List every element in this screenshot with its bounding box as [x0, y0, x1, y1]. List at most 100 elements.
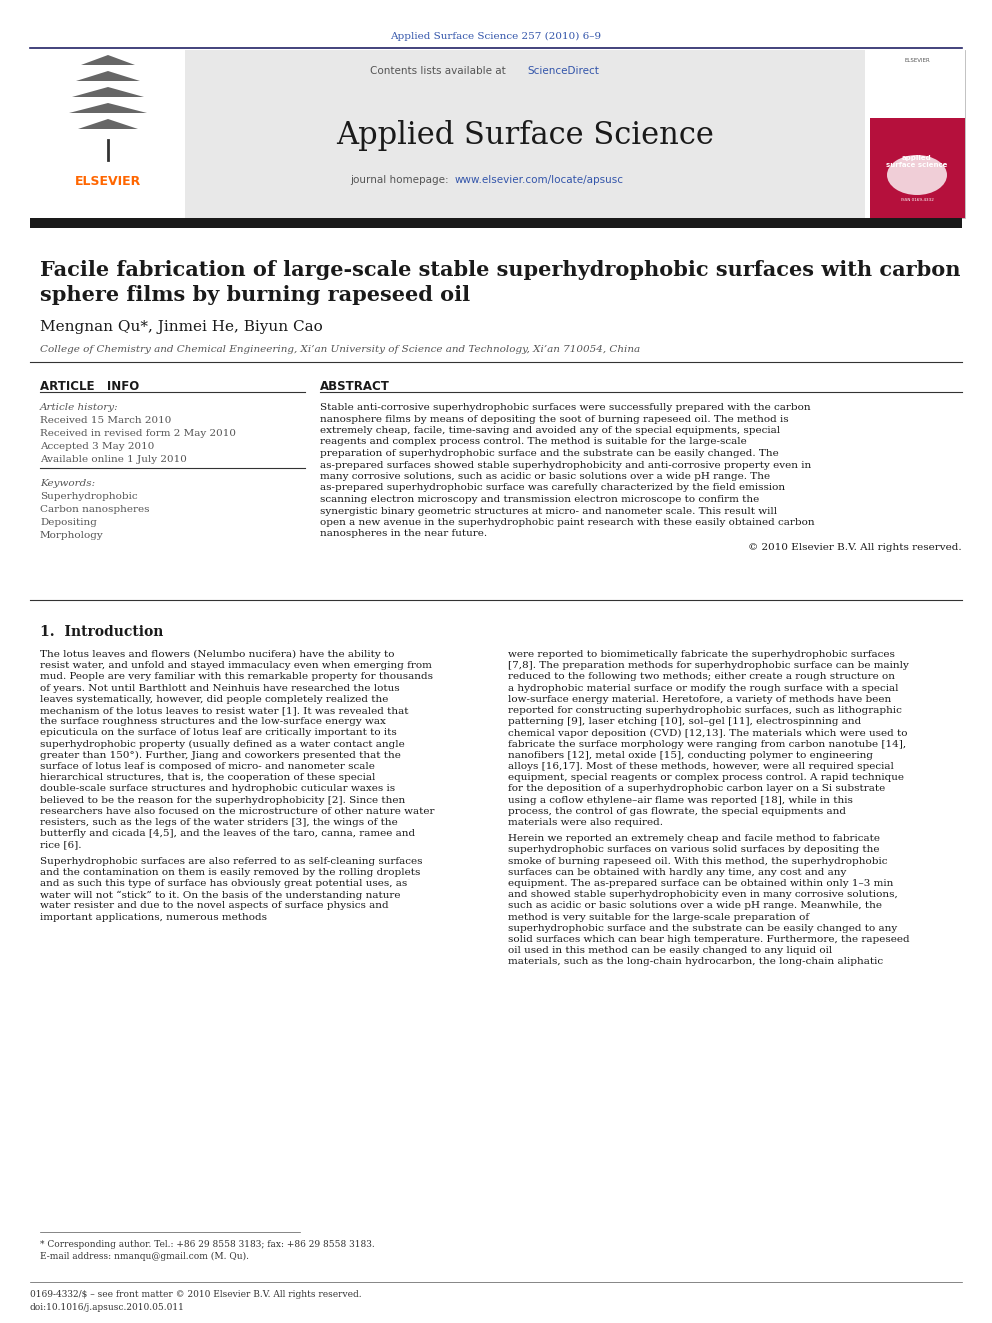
Text: water resister and due to the novel aspects of surface physics and: water resister and due to the novel aspe…: [40, 901, 389, 910]
Text: ISSN 0169-4332: ISSN 0169-4332: [901, 198, 933, 202]
Text: ELSEVIER: ELSEVIER: [74, 175, 141, 188]
Text: doi:10.1016/j.apsusc.2010.05.011: doi:10.1016/j.apsusc.2010.05.011: [30, 1303, 185, 1312]
Text: process, the control of gas flowrate, the special equipments and: process, the control of gas flowrate, th…: [508, 807, 846, 816]
Text: Received 15 March 2010: Received 15 March 2010: [40, 415, 172, 425]
Text: Herein we reported an extremely cheap and facile method to fabricate: Herein we reported an extremely cheap an…: [508, 835, 880, 843]
Polygon shape: [76, 71, 140, 81]
Bar: [870, 50, 965, 218]
Text: greater than 150°). Further, Jiang and coworkers presented that the: greater than 150°). Further, Jiang and c…: [40, 750, 401, 759]
Text: ScienceDirect: ScienceDirect: [527, 66, 599, 75]
Polygon shape: [81, 56, 135, 65]
Text: journal homepage:: journal homepage:: [350, 175, 452, 185]
Text: and showed stable superhydrophobicity even in many corrosive solutions,: and showed stable superhydrophobicity ev…: [508, 890, 898, 900]
Text: rice [6].: rice [6].: [40, 840, 81, 849]
Text: ARTICLE   INFO: ARTICLE INFO: [40, 380, 139, 393]
Text: Applied Surface Science 257 (2010) 6–9: Applied Surface Science 257 (2010) 6–9: [391, 32, 601, 41]
Text: * Corresponding author. Tel.: +86 29 8558 3183; fax: +86 29 8558 3183.: * Corresponding author. Tel.: +86 29 855…: [40, 1240, 375, 1249]
Text: Stable anti-corrosive superhydrophobic surfaces were successfully prepared with : Stable anti-corrosive superhydrophobic s…: [320, 404, 810, 411]
Text: Available online 1 July 2010: Available online 1 July 2010: [40, 455, 186, 464]
Polygon shape: [78, 119, 138, 130]
Text: mud. People are very familiar with this remarkable property for thousands: mud. People are very familiar with this …: [40, 672, 433, 681]
Text: equipment, special reagents or complex process control. A rapid technique: equipment, special reagents or complex p…: [508, 773, 904, 782]
Text: fabricate the surface morphology were ranging from carbon nanotube [14],: fabricate the surface morphology were ra…: [508, 740, 906, 749]
Text: the surface roughness structures and the low-surface energy wax: the surface roughness structures and the…: [40, 717, 386, 726]
Text: believed to be the reason for the superhydrophobicity [2]. Since then: believed to be the reason for the superh…: [40, 795, 406, 804]
Text: superhydrophobic surface and the substrate can be easily changed to any: superhydrophobic surface and the substra…: [508, 923, 897, 933]
Bar: [870, 50, 965, 118]
Text: oil used in this method can be easily changed to any liquid oil: oil used in this method can be easily ch…: [508, 946, 832, 955]
Text: Contents lists available at: Contents lists available at: [370, 66, 509, 75]
Text: chemical vapor deposition (CVD) [12,13]. The materials which were used to: chemical vapor deposition (CVD) [12,13].…: [508, 729, 908, 737]
Text: Applied Surface Science: Applied Surface Science: [336, 120, 714, 151]
Polygon shape: [69, 103, 147, 112]
Text: double-scale surface structures and hydrophobic cuticular waxes is: double-scale surface structures and hydr…: [40, 785, 395, 794]
Text: Superhydrophobic surfaces are also referred to as self-cleaning surfaces: Superhydrophobic surfaces are also refer…: [40, 856, 423, 865]
Ellipse shape: [887, 155, 947, 194]
Text: 1.  Introduction: 1. Introduction: [40, 624, 164, 639]
Text: many corrosive solutions, such as acidic or basic solutions over a wide pH range: many corrosive solutions, such as acidic…: [320, 472, 770, 482]
Text: hierarchical structures, that is, the cooperation of these special: hierarchical structures, that is, the co…: [40, 773, 375, 782]
Text: Depositing: Depositing: [40, 519, 97, 527]
Text: smoke of burning rapeseed oil. With this method, the superhydrophobic: smoke of burning rapeseed oil. With this…: [508, 856, 888, 865]
Text: resist water, and unfold and stayed immaculacy even when emerging from: resist water, and unfold and stayed imma…: [40, 662, 432, 671]
Text: sphere films by burning rapeseed oil: sphere films by burning rapeseed oil: [40, 284, 470, 306]
Text: superhydrophobic property (usually defined as a water contact angle: superhydrophobic property (usually defin…: [40, 740, 405, 749]
Text: method is very suitable for the large-scale preparation of: method is very suitable for the large-sc…: [508, 913, 809, 922]
Text: a hydrophobic material surface or modify the rough surface with a special: a hydrophobic material surface or modify…: [508, 684, 899, 693]
Text: [7,8]. The preparation methods for superhydrophobic surface can be mainly: [7,8]. The preparation methods for super…: [508, 662, 909, 671]
Text: ELSEVIER: ELSEVIER: [904, 58, 930, 64]
Text: butterfly and cicada [4,5], and the leaves of the taro, canna, ramee and: butterfly and cicada [4,5], and the leav…: [40, 830, 415, 839]
Text: extremely cheap, facile, time-saving and avoided any of the special equipments, : extremely cheap, facile, time-saving and…: [320, 426, 780, 435]
Text: preparation of superhydrophobic surface and the substrate can be easily changed.: preparation of superhydrophobic surface …: [320, 448, 779, 458]
Text: solid surfaces which can bear high temperature. Furthermore, the rapeseed: solid surfaces which can bear high tempe…: [508, 935, 910, 945]
Text: water will not “stick” to it. On the basis of the understanding nature: water will not “stick” to it. On the bas…: [40, 890, 401, 900]
Bar: [30, 218, 962, 228]
Text: low-surface energy material. Heretofore, a variety of methods have been: low-surface energy material. Heretofore,…: [508, 695, 891, 704]
Text: open a new avenue in the superhydrophobic paint research with these easily obtai: open a new avenue in the superhydrophobi…: [320, 519, 814, 527]
Text: and the contamination on them is easily removed by the rolling droplets: and the contamination on them is easily …: [40, 868, 421, 877]
Text: of years. Not until Barthlott and Neinhuis have researched the lotus: of years. Not until Barthlott and Neinhu…: [40, 684, 400, 693]
Text: as-prepared superhydrophobic surface was carefully characterized by the field em: as-prepared superhydrophobic surface was…: [320, 483, 785, 492]
Text: Morphology: Morphology: [40, 531, 104, 540]
Text: superhydrophobic surfaces on various solid surfaces by depositing the: superhydrophobic surfaces on various sol…: [508, 845, 880, 855]
Text: www.elsevier.com/locate/apsusc: www.elsevier.com/locate/apsusc: [455, 175, 624, 185]
Text: were reported to biomimetically fabricate the superhydrophobic surfaces: were reported to biomimetically fabricat…: [508, 650, 895, 659]
Text: epicuticula on the surface of lotus leaf are critically important to its: epicuticula on the surface of lotus leaf…: [40, 729, 397, 737]
Polygon shape: [72, 87, 144, 97]
Text: mechanism of the lotus leaves to resist water [1]. It was revealed that: mechanism of the lotus leaves to resist …: [40, 706, 409, 714]
Text: nanofibers [12], metal oxide [15], conducting polymer to engineering: nanofibers [12], metal oxide [15], condu…: [508, 750, 873, 759]
Text: © 2010 Elsevier B.V. All rights reserved.: © 2010 Elsevier B.V. All rights reserved…: [748, 542, 962, 552]
Text: Keywords:: Keywords:: [40, 479, 95, 488]
Text: researchers have also focused on the microstructure of other nature water: researchers have also focused on the mic…: [40, 807, 434, 816]
Text: for the deposition of a superhydrophobic carbon layer on a Si substrate: for the deposition of a superhydrophobic…: [508, 785, 885, 794]
Text: alloys [16,17]. Most of these methods, however, were all required special: alloys [16,17]. Most of these methods, h…: [508, 762, 894, 771]
Text: and as such this type of surface has obviously great potential uses, as: and as such this type of surface has obv…: [40, 878, 408, 888]
Text: Accepted 3 May 2010: Accepted 3 May 2010: [40, 442, 155, 451]
Text: scanning electron microscopy and transmission electron microscope to confirm the: scanning electron microscopy and transmi…: [320, 495, 759, 504]
Text: Carbon nanospheres: Carbon nanospheres: [40, 505, 150, 515]
Text: College of Chemistry and Chemical Engineering, Xi’an University of Science and T: College of Chemistry and Chemical Engine…: [40, 345, 640, 355]
Text: nanosphere films by means of depositing the soot of burning rapeseed oil. The me: nanosphere films by means of depositing …: [320, 414, 789, 423]
Text: The lotus leaves and flowers (Nelumbo nucifera) have the ability to: The lotus leaves and flowers (Nelumbo nu…: [40, 650, 395, 659]
Text: resisters, such as the legs of the water striders [3], the wings of the: resisters, such as the legs of the water…: [40, 818, 398, 827]
Text: nanospheres in the near future.: nanospheres in the near future.: [320, 529, 487, 538]
Bar: [870, 118, 965, 218]
Text: materials were also required.: materials were also required.: [508, 818, 663, 827]
Text: applied
surface science: applied surface science: [886, 155, 947, 168]
Text: reagents and complex process control. The method is suitable for the large-scale: reagents and complex process control. Th…: [320, 438, 747, 446]
Text: such as acidic or basic solutions over a wide pH range. Meanwhile, the: such as acidic or basic solutions over a…: [508, 901, 882, 910]
Text: synergistic binary geometric structures at micro- and nanometer scale. This resu: synergistic binary geometric structures …: [320, 507, 777, 516]
Text: patterning [9], laser etching [10], sol–gel [11], electrospinning and: patterning [9], laser etching [10], sol–…: [508, 717, 861, 726]
Text: Facile fabrication of large-scale stable superhydrophobic surfaces with carbon: Facile fabrication of large-scale stable…: [40, 261, 960, 280]
Text: as-prepared surfaces showed stable superhydrophobicity and anti-corrosive proper: as-prepared surfaces showed stable super…: [320, 460, 811, 470]
Text: surface of lotus leaf is composed of micro- and nanometer scale: surface of lotus leaf is composed of mic…: [40, 762, 375, 771]
Text: reduced to the following two methods; either create a rough structure on: reduced to the following two methods; ei…: [508, 672, 895, 681]
Text: reported for constructing superhydrophobic surfaces, such as lithographic: reported for constructing superhydrophob…: [508, 706, 902, 714]
Text: important applications, numerous methods: important applications, numerous methods: [40, 913, 267, 922]
Text: Article history:: Article history:: [40, 404, 119, 411]
Text: 0169-4332/$ – see front matter © 2010 Elsevier B.V. All rights reserved.: 0169-4332/$ – see front matter © 2010 El…: [30, 1290, 362, 1299]
Text: leaves systematically, however, did people completely realized the: leaves systematically, however, did peop…: [40, 695, 389, 704]
Text: surfaces can be obtained with hardly any time, any cost and any: surfaces can be obtained with hardly any…: [508, 868, 846, 877]
Text: materials, such as the long-chain hydrocarbon, the long-chain aliphatic: materials, such as the long-chain hydroc…: [508, 958, 883, 966]
Text: Superhydrophobic: Superhydrophobic: [40, 492, 138, 501]
